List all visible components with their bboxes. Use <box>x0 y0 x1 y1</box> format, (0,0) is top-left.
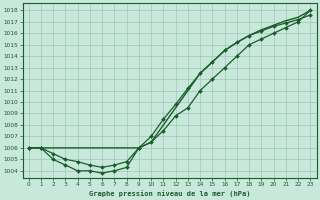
X-axis label: Graphe pression niveau de la mer (hPa): Graphe pression niveau de la mer (hPa) <box>89 190 250 197</box>
